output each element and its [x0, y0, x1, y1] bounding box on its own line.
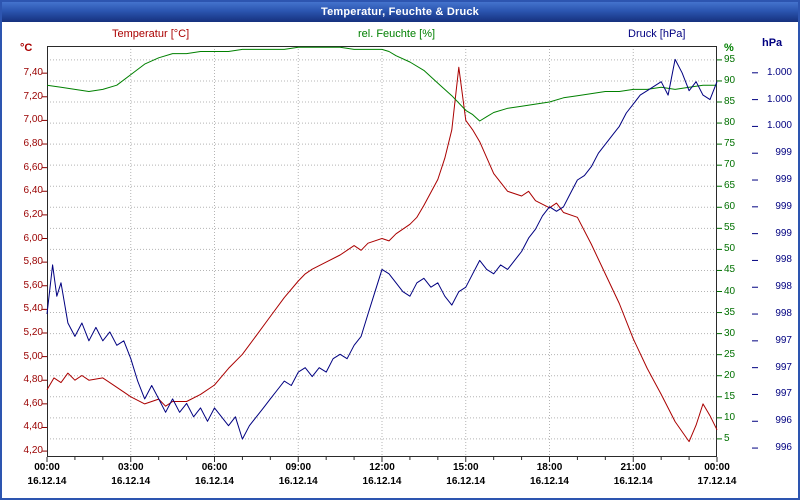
pressure-axis-tick-label: 998 — [775, 281, 792, 293]
humidity-axis-tick-label: 10 — [724, 411, 736, 423]
pressure-axis-tick-label: 999 — [775, 227, 792, 239]
temperature-axis-tick-label: 4,80 — [23, 374, 43, 386]
humidity-axis-tick-label: 65 — [724, 180, 736, 192]
humidity-axis-tick-label: 55 — [724, 222, 736, 234]
humidity-axis-unit: % — [724, 42, 734, 54]
pressure-axis-tick-label: 1.000 — [766, 93, 792, 105]
pressure-axis-tick-label: 996 — [775, 415, 792, 427]
temperature-axis-tick-label: 6,80 — [23, 138, 43, 150]
temperature-axis-unit: °C — [20, 42, 33, 54]
temperature-axis-tick-label: 5,40 — [23, 303, 43, 315]
temperature-axis-tick-label: 6,40 — [23, 185, 43, 197]
x-axis-date-label: 16.12.14 — [613, 476, 653, 487]
x-axis-time-label: 09:00 — [285, 462, 312, 473]
temperature-axis-tick-label: 4,60 — [23, 397, 43, 409]
pressure-axis-tick-label: 1.000 — [766, 120, 792, 132]
humidity-axis-tick-label: 80 — [724, 117, 736, 129]
x-axis-date-label: 16.12.14 — [362, 476, 402, 487]
x-axis-date-label: 17.12.14 — [697, 476, 737, 487]
humidity-axis-tick-label: 30 — [724, 327, 736, 339]
humidity-axis-tick-label: 25 — [724, 348, 736, 360]
series-temperature-line — [46, 66, 718, 443]
x-axis-date-label: 16.12.14 — [530, 476, 569, 487]
pressure-axis-tick-label: 998 — [775, 308, 792, 320]
humidity-axis-tick-label: 90 — [724, 74, 736, 86]
humidity-axis-tick-label: 95 — [724, 53, 736, 65]
x-axis-date-label: 16.12.14 — [27, 476, 67, 487]
temperature-axis-tick-label: 7,40 — [23, 67, 43, 79]
humidity-axis-tick-label: 15 — [724, 390, 736, 402]
pressure-axis-tick-label: 999 — [775, 200, 792, 212]
x-axis-time-label: 12:00 — [369, 462, 395, 473]
pressure-axis-tick-label: 996 — [775, 442, 792, 454]
x-axis-date-label: 16.12.14 — [446, 476, 486, 487]
temperature-axis-tick-label: 6,00 — [23, 232, 43, 244]
temperature-axis-tick-label: 6,20 — [23, 208, 43, 220]
temperature-axis-tick-label: 5,00 — [23, 350, 43, 362]
humidity-axis-tick-label: 60 — [724, 201, 736, 213]
temperature-axis-tick-label: 5,80 — [23, 256, 43, 268]
temperature-axis-tick-label: 7,00 — [23, 114, 43, 126]
series-humidity-line — [46, 46, 717, 122]
humidity-axis-tick-label: 50 — [724, 243, 736, 255]
pressure-axis-tick-label: 997 — [775, 388, 792, 400]
x-axis-time-label: 21:00 — [620, 462, 647, 473]
pressure-axis-tick-label: 999 — [775, 147, 792, 159]
x-axis-time-label: 15:00 — [452, 462, 479, 473]
legend-temperature: Temperatur [°C] — [112, 28, 190, 40]
temperature-axis-tick-label: 4,40 — [23, 421, 43, 433]
window-title: Temperatur, Feuchte & Druck — [2, 2, 798, 22]
humidity-axis-tick-label: 45 — [724, 264, 736, 276]
pressure-axis-tick-label: 997 — [775, 361, 792, 373]
temperature-axis-tick-label: 6,60 — [23, 161, 43, 173]
humidity-axis-tick-label: 85 — [724, 96, 736, 107]
temperature-axis-tick-label: 7,20 — [23, 90, 43, 102]
humidity-axis-tick-label: 75 — [724, 138, 736, 150]
series-pressure-line — [46, 58, 718, 440]
pressure-axis-tick-label: 1.000 — [766, 66, 792, 78]
pressure-axis-unit: hPa — [762, 37, 783, 49]
humidity-axis-tick-label: 20 — [724, 369, 736, 381]
legend-humidity: rel. Feuchte [%] — [358, 28, 436, 40]
x-axis-time-label: 00:00 — [34, 462, 60, 473]
x-axis-date-label: 16.12.14 — [278, 476, 318, 487]
pressure-axis-tick-label: 998 — [775, 254, 792, 266]
plot-border — [47, 46, 717, 457]
humidity-axis-tick-label: 40 — [724, 285, 736, 297]
humidity-axis-tick-label: 35 — [724, 306, 736, 318]
pressure-axis-tick-label: 999 — [775, 174, 792, 186]
x-axis-time-label: 18:00 — [536, 462, 563, 473]
legend-pressure: Druck [hPa] — [628, 28, 686, 40]
chart-canvas — [42, 46, 758, 462]
x-axis-time-label: 06:00 — [201, 462, 228, 473]
pressure-axis-tick-label: 997 — [775, 334, 792, 346]
temperature-axis-tick-label: 5,20 — [23, 326, 43, 338]
humidity-axis-tick-label: 5 — [724, 432, 730, 444]
temperature-axis-tick-label: 5,60 — [23, 279, 43, 291]
x-axis-date-label: 16.12.14 — [195, 476, 234, 487]
x-axis-time-label: 00:00 — [704, 462, 730, 473]
humidity-axis-tick-label: 70 — [724, 159, 736, 171]
x-axis-time-label: 03:00 — [117, 462, 144, 473]
temperature-axis-tick-label: 4,20 — [23, 445, 43, 457]
x-axis-date-label: 16.12.14 — [111, 476, 151, 487]
